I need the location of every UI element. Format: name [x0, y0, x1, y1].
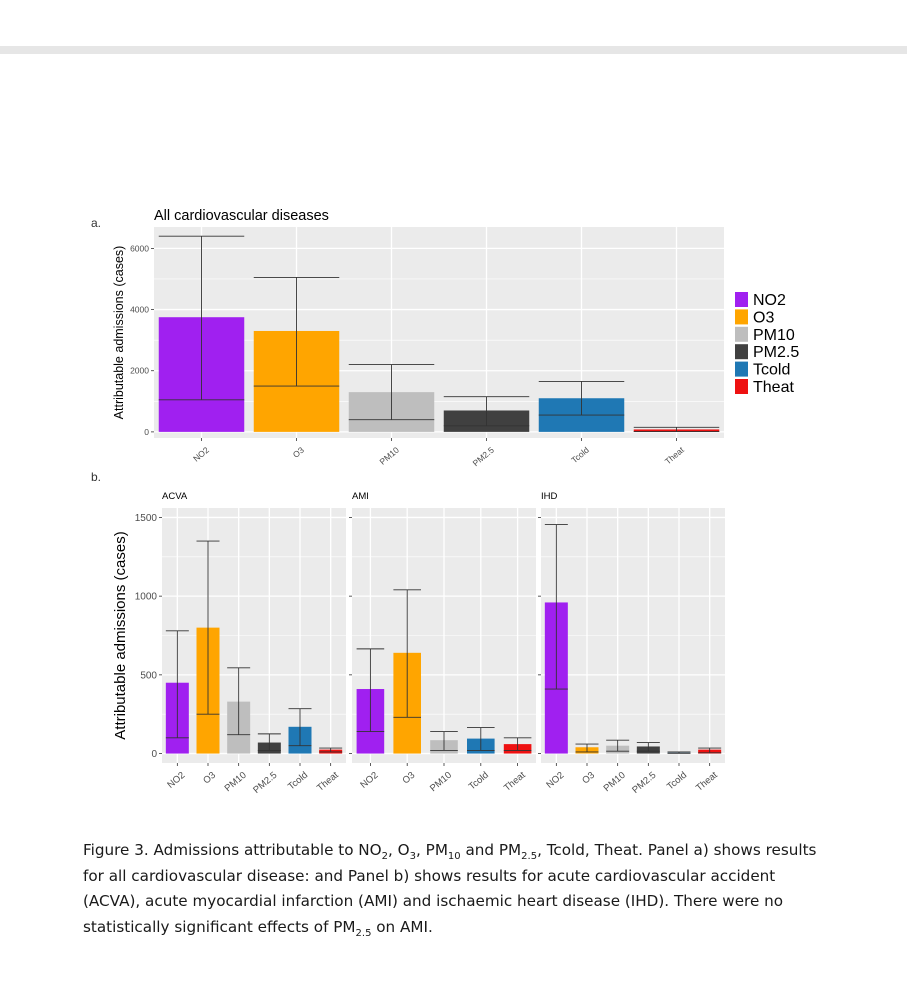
chart-0-allcardiovasculardiseases-ytick-label: 6000	[130, 243, 149, 253]
chart-0-allcardiovasculardiseases-plot-background	[154, 227, 724, 438]
chart-3-ihd: NO2 O3 PM10 PM2.5 Tcold Theat IHD	[538, 491, 725, 796]
chart-1-acva-ytick-label: 1500	[135, 513, 158, 524]
chart-3-ihd-errorbar-tcold	[667, 751, 691, 754]
chart-1-acva-errorbar-no2	[165, 630, 189, 739]
legend-label-pm25: PM2.5	[753, 344, 799, 361]
chart-1-acva-xtick-label-theat: Theat	[315, 770, 341, 794]
chart-1-acva-ytick-label: 0	[151, 749, 157, 760]
legend-swatch-no2	[735, 292, 748, 307]
chart-2-ami-xtick-label-pm10: PM10	[428, 770, 454, 794]
legend-label-o3: O3	[753, 309, 774, 326]
top-rule	[0, 46, 907, 54]
legend-label-theat: Theat	[753, 379, 794, 396]
legend-label-tcold: Tcold	[753, 362, 790, 379]
chart-0-allcardiovasculardiseases-ytick-label: 2000	[130, 366, 149, 376]
chart-2-ami-errorbar-o3	[393, 589, 421, 718]
chart-2-ami-xtick-label-no2: NO2	[358, 770, 380, 791]
chart-3-ihd-title: IHD	[541, 491, 558, 502]
chart-0-allcardiovasculardiseases-ytick-label: 4000	[130, 305, 149, 315]
chart-3-ihd-xtick-label-theat: Theat	[694, 770, 720, 794]
panel-a-label: a.	[91, 216, 101, 230]
chart-1-acva-errorbar-theat	[319, 747, 343, 753]
chart-3-ihd-xtick-label-pm10: PM10	[602, 770, 628, 794]
chart-0-allcardiovasculardiseases-xtick-label-no2: NO2	[191, 445, 211, 464]
chart-0-allcardiovasculardiseases-xtick-label-theat: Theat	[663, 444, 687, 466]
chart-1-acva-ytick-label: 500	[140, 670, 157, 681]
chart-3-ihd-errorbar-pm25	[636, 742, 660, 752]
chart-3-ihd-xtick-label-o3: O3	[580, 770, 597, 787]
chart-0-allcardiovasculardiseases-xtick-label-o3: O3	[291, 445, 306, 460]
chart-3-ihd-xtick-label-pm25: PM2.5	[630, 770, 658, 796]
chart-1-acva-xtick-label-pm10: PM10	[223, 770, 249, 794]
chart-0-allcardiovasculardiseases-ytick-label: 0	[144, 427, 149, 437]
chart-1-acva-xtick-label-no2: NO2	[165, 770, 187, 791]
legend-swatch-theat	[735, 379, 748, 394]
chart-0-allcardiovasculardiseases-errorbar-no2	[158, 235, 245, 401]
chart-2-ami-errorbar-tcold	[467, 727, 495, 751]
chart-0-allcardiovasculardiseases-title: All cardiovascular diseases	[154, 208, 329, 224]
chart-2-ami-errorbar-no2	[356, 648, 385, 732]
chart-0-ylabel: Attributable admissions (cases)	[112, 246, 126, 420]
chart-0-allcardiovasculardiseases-errorbar-pm10	[348, 364, 435, 421]
chart-1-acva-title: ACVA	[162, 491, 188, 502]
chart-1-acva-xtick-label-tcold: Tcold	[286, 770, 310, 793]
chart-0-allcardiovasculardiseases-errorbar-o3	[253, 277, 340, 387]
chart-3-ihd-errorbar-no2	[544, 524, 568, 690]
chart-2-ami-xtick-label-theat: Theat	[502, 770, 528, 794]
chart-3-ihd-errorbar-theat	[698, 747, 722, 754]
chart-0-allcardiovasculardiseases: 0 2000 4000 6000 NO2 O3 PM10 PM2.5 Tcold Theat All…	[112, 208, 724, 468]
chart-0-allcardiovasculardiseases-errorbar-pm25	[443, 396, 530, 427]
chart-2-ami-errorbar-pm10	[430, 731, 458, 751]
chart-3-ihd-errorbar-o3	[575, 743, 599, 753]
chart-1-acva-errorbar-o3	[196, 540, 220, 715]
chart-1-acva-xtick-label-pm25: PM2.5	[251, 770, 279, 796]
chart-0-allcardiovasculardiseases-xtick-label-pm10: PM10	[377, 445, 401, 467]
panel-b-label: b.	[91, 470, 101, 484]
chart-0-allcardiovasculardiseases-errorbar-tcold	[538, 380, 625, 416]
chart-1-acva: 0 500 1000 1500 NO2 O3 PM10 PM2.5 Tcold Theat ACVA…	[112, 491, 346, 796]
chart-1-ylabel: Attributable admissions (cases)	[112, 531, 129, 739]
chart-1-acva-errorbar-pm25	[257, 733, 281, 751]
chart-2-ami: NO2 O3 PM10 Tcold Theat AMI	[349, 491, 536, 794]
legend-label-pm10: PM10	[753, 327, 795, 344]
chart-1-acva-errorbar-pm10	[227, 667, 251, 736]
chart-2-ami-xtick-label-o3: O3	[400, 770, 417, 787]
chart-2-ami-errorbar-theat	[503, 737, 532, 751]
legend-swatch-pm25	[735, 344, 748, 360]
chart-0-allcardiovasculardiseases-xtick-label-pm25: PM2.5	[471, 445, 496, 469]
chart-0-allcardiovasculardiseases-xtick-label-tcold: Tcold	[569, 445, 591, 466]
legend-swatch-o3	[735, 309, 748, 325]
figure-caption: Figure 3. Admissions attributable to NO2…	[83, 841, 817, 939]
chart-1-acva-ytick-label: 1000	[135, 592, 158, 603]
legend-swatch-tcold	[735, 361, 748, 377]
chart-0-allcardiovasculardiseases-errorbar-theat	[633, 426, 720, 433]
legend-label-no2: NO2	[753, 292, 786, 309]
chart-1-acva-xtick-label-o3: O3	[201, 770, 218, 787]
chart-3-ihd-errorbar-pm10	[606, 739, 630, 752]
legend-swatch-pm10	[735, 326, 748, 342]
chart-2-ami-xtick-label-tcold: Tcold	[467, 770, 491, 793]
chart-1-acva-errorbar-tcold	[288, 708, 312, 747]
chart-3-ihd-xtick-label-tcold: Tcold	[665, 770, 689, 793]
chart-2-ami-title: AMI	[352, 491, 369, 502]
chart-3-ihd-xtick-label-no2: NO2	[544, 770, 566, 791]
